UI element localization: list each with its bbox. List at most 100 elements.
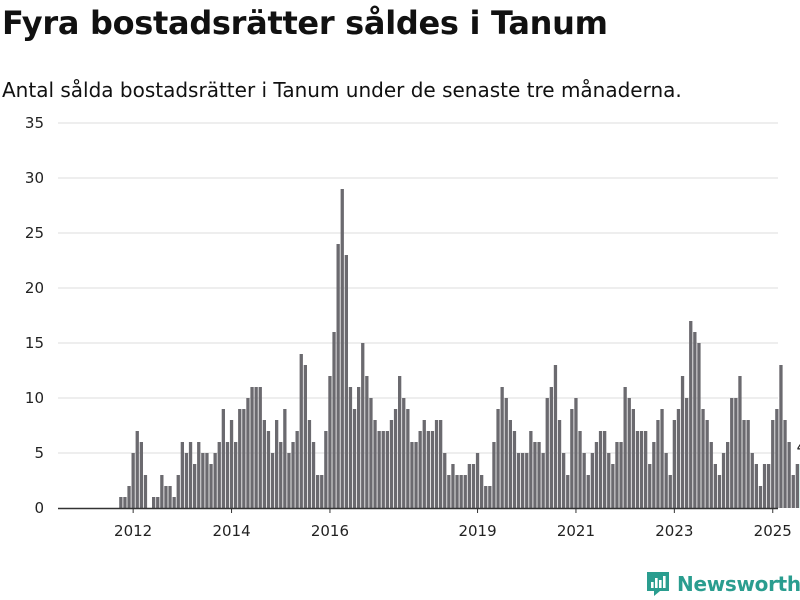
bar [639, 431, 644, 508]
bar [258, 387, 262, 508]
bar [623, 387, 627, 508]
bar [168, 486, 172, 508]
bar [734, 398, 738, 508]
bar [553, 365, 558, 508]
bar [209, 464, 213, 508]
bar [357, 387, 361, 508]
bar [275, 420, 279, 508]
x-tick-label-2019: 2019 [458, 522, 496, 540]
bar [152, 497, 156, 508]
bar [320, 475, 324, 508]
bar [193, 464, 197, 508]
bar [746, 420, 750, 508]
bar [713, 464, 717, 508]
bar [119, 497, 123, 508]
bar [361, 343, 365, 508]
bar [463, 475, 467, 508]
bar [562, 453, 566, 508]
bar [594, 442, 599, 508]
bar [283, 409, 287, 508]
bar [381, 431, 385, 508]
bar [332, 332, 336, 508]
bar [717, 475, 722, 508]
x-tick-label-2021: 2021 [557, 522, 595, 540]
bar [607, 453, 611, 508]
bar [586, 475, 590, 508]
bar [615, 442, 619, 508]
bar [393, 409, 398, 508]
x-tick-label-2023: 2023 [655, 522, 693, 540]
bar [475, 453, 480, 508]
bar [229, 420, 234, 508]
bar [508, 420, 512, 508]
y-tick-label-20: 20 [25, 279, 44, 297]
bar [738, 376, 742, 508]
bar [311, 442, 316, 508]
bar [705, 420, 709, 508]
bar [627, 398, 631, 508]
bars: 4 [119, 189, 800, 508]
bar [779, 365, 783, 508]
bar [221, 409, 225, 508]
bar [611, 464, 615, 508]
bar [270, 453, 275, 508]
bar [287, 453, 291, 508]
bar [701, 409, 705, 508]
bar [664, 453, 668, 508]
bar [754, 464, 758, 508]
bar [131, 453, 135, 508]
bar [418, 431, 422, 508]
y-tick-label-25: 25 [25, 224, 44, 242]
bar [512, 431, 517, 508]
bar [377, 431, 381, 508]
y-tick-label-0: 0 [34, 499, 44, 517]
bar [180, 442, 184, 508]
bar [648, 464, 652, 508]
bar [480, 475, 484, 508]
bar [402, 398, 406, 508]
bar [656, 420, 660, 508]
bar [516, 453, 521, 508]
bar [783, 420, 787, 508]
brand-name: Newsworthy [677, 572, 800, 596]
bar [160, 475, 164, 508]
bar [459, 475, 463, 508]
bar [201, 453, 205, 508]
bar [668, 475, 672, 508]
bar [373, 420, 377, 508]
bar [340, 189, 344, 508]
bar [603, 431, 607, 508]
bar [316, 475, 320, 508]
x-axis: 2012 2014 2016 2019 2021 2023 2025 [58, 507, 792, 540]
bar [188, 442, 193, 508]
bar [676, 409, 681, 508]
bar [303, 365, 307, 508]
bar [266, 431, 271, 508]
bar [557, 420, 562, 508]
bar [500, 387, 504, 508]
bar [127, 486, 131, 508]
bar [443, 453, 447, 508]
bar [578, 431, 582, 508]
bar [680, 376, 685, 508]
bar [295, 431, 299, 508]
bar [176, 475, 180, 508]
bar [434, 420, 439, 508]
y-tick-label-10: 10 [25, 389, 44, 407]
bar [184, 453, 189, 508]
bar [730, 398, 734, 508]
bar [156, 497, 160, 508]
bar [484, 486, 488, 508]
y-tick-label-35: 35 [25, 114, 44, 132]
bar [143, 475, 148, 508]
bar [172, 497, 176, 508]
x-tick-label-2014: 2014 [212, 522, 250, 540]
bar [135, 431, 139, 508]
bar [771, 420, 775, 508]
bar [570, 409, 574, 508]
bar [254, 387, 258, 508]
bar [525, 453, 529, 508]
bar [504, 398, 508, 508]
bar [291, 442, 295, 508]
bar [467, 464, 471, 508]
